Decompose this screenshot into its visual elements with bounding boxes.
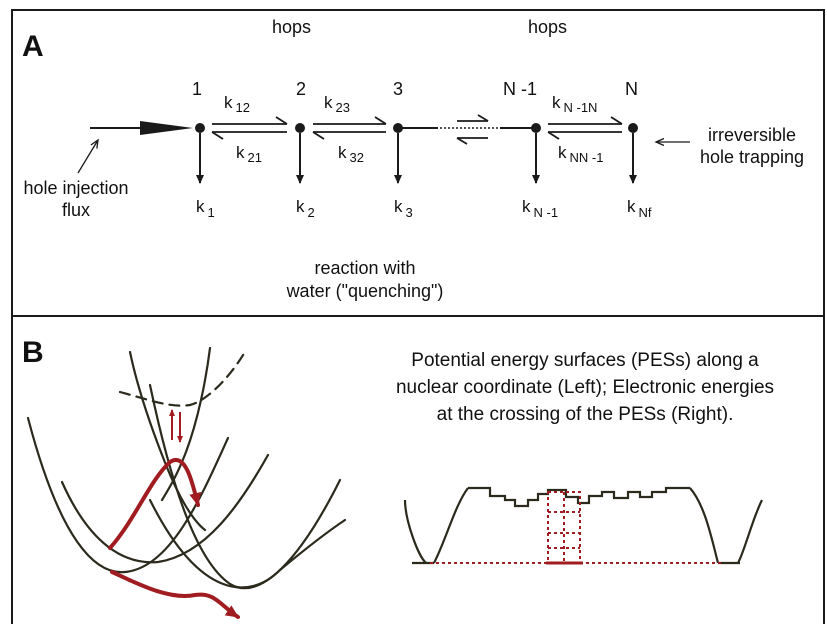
site-dot-n-minus-1 xyxy=(531,123,541,133)
site-label-n-minus-1: N -1 xyxy=(503,79,537,99)
hops-label-left: hops xyxy=(272,17,311,37)
site-label-2: 2 xyxy=(296,79,306,99)
site-dot-1 xyxy=(195,123,205,133)
caption-line-3: at the crossing of the PESs (Right). xyxy=(437,404,734,425)
equilibrium-2-3 xyxy=(312,116,387,140)
panel-b-letter: B xyxy=(22,336,44,369)
equilibrium-gap xyxy=(456,114,489,145)
rate-backward-2-1: k 21 xyxy=(236,143,262,165)
injection-pointer-arrow xyxy=(77,140,98,174)
trapping-label-line-1: irreversible xyxy=(708,125,796,145)
right-well-outer xyxy=(737,499,763,564)
decay-rate-n: k Nf xyxy=(627,197,652,220)
site-dot-n xyxy=(628,123,638,133)
site-label-3: 3 xyxy=(393,79,403,99)
left-barrier-rise xyxy=(433,487,469,564)
site-dot-2 xyxy=(295,123,305,133)
excited-pes-dashed xyxy=(118,348,248,407)
site-label-n: N xyxy=(625,79,638,99)
reaction-label-line-2: water ("quenching") xyxy=(286,281,444,301)
equilibrium-1-2 xyxy=(211,116,288,140)
caption-line-2: nuclear coordinate (Left); Electronic en… xyxy=(396,377,774,398)
hops-label-right: hops xyxy=(528,17,567,37)
panel-a-letter: A xyxy=(22,30,44,63)
crossing-arrow-upper xyxy=(108,458,202,550)
trapping-label-line-2: hole trapping xyxy=(700,147,804,167)
injection-label-line-1: hole injection xyxy=(23,178,128,198)
injection-arrowhead xyxy=(140,121,193,135)
pes-curve-1 xyxy=(26,416,230,574)
injection-label-line-2: flux xyxy=(62,200,90,220)
pes-curve-2 xyxy=(60,453,270,564)
barrier-top-edge xyxy=(468,486,690,508)
rate-backward-n-n-minus-1: k NN -1 xyxy=(558,143,603,165)
pes-curve-3 xyxy=(148,383,342,590)
pes-curve-6 xyxy=(160,346,212,502)
reaction-label-line-1: reaction with xyxy=(314,258,415,278)
site-label-1: 1 xyxy=(192,79,202,99)
rate-backward-3-2: k 32 xyxy=(338,143,364,165)
rate-forward-2-3: k 23 xyxy=(324,93,350,115)
site-dot-3 xyxy=(393,123,403,133)
panel-b-frame xyxy=(11,315,825,624)
crossing-arrow-lower xyxy=(110,570,240,619)
pes-curve-4 xyxy=(148,498,347,589)
crossing-red-levels xyxy=(430,491,722,565)
equilibrium-n-minus-1-n xyxy=(547,116,623,140)
pes-transfer-arrows xyxy=(108,409,240,619)
crossing-energy-diagram xyxy=(403,486,763,565)
right-barrier-fall xyxy=(689,487,720,564)
rate-forward-1-2: k 12 xyxy=(224,93,250,115)
caption-line-1: Potential energy surfaces (PESs) along a xyxy=(411,350,759,371)
level-ladder-box xyxy=(547,491,581,564)
left-well-outer xyxy=(403,499,427,564)
